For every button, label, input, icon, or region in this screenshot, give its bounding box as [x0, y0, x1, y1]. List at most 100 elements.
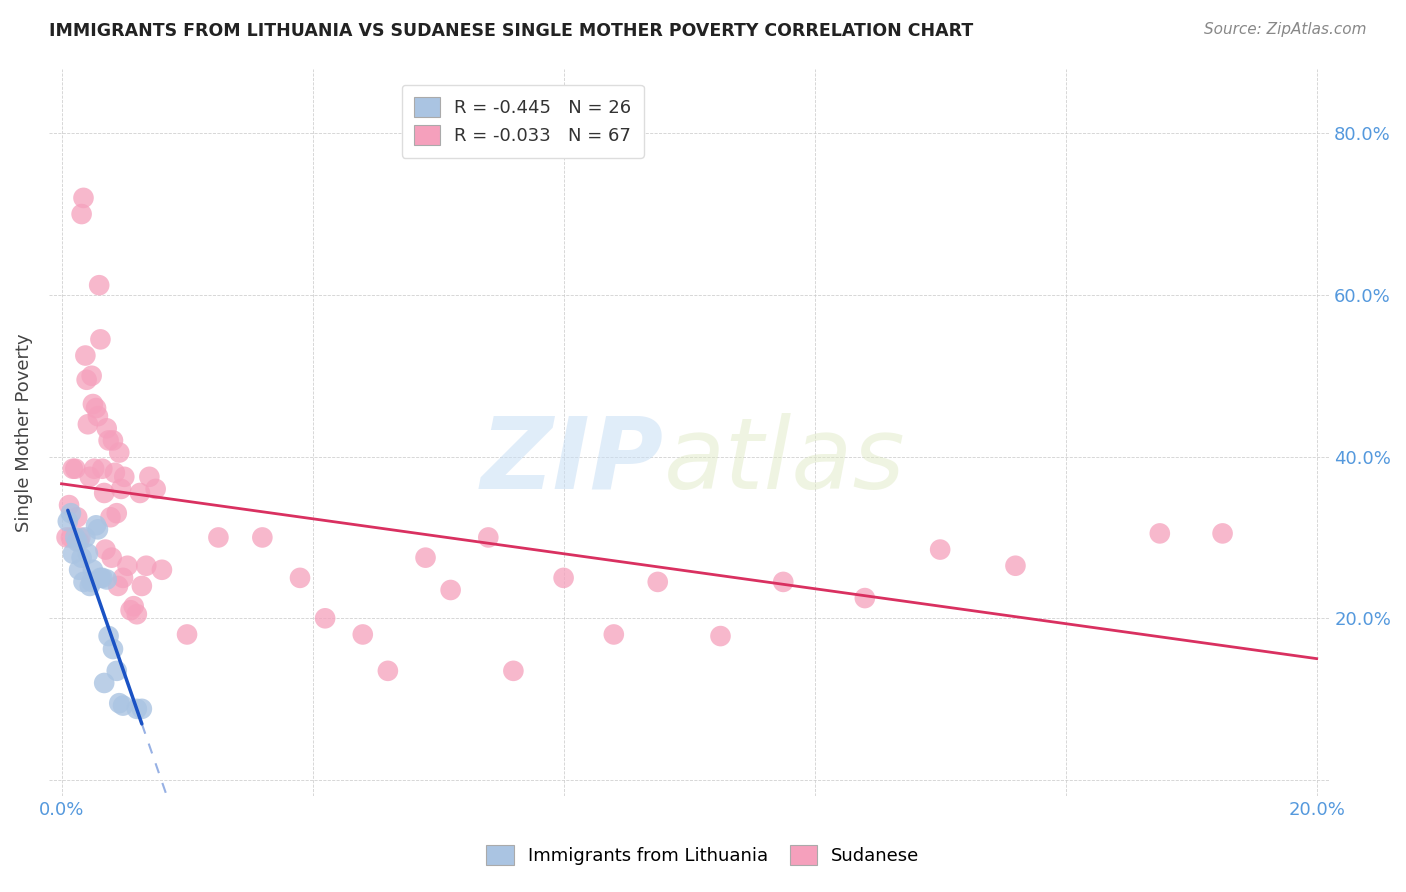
Point — [75, 531, 97, 545]
Text: atlas: atlas — [664, 413, 905, 510]
Point — [67, 534, 90, 549]
Point — [125, 702, 148, 716]
Point — [62, 547, 84, 561]
Point — [176, 627, 198, 641]
Legend: Immigrants from Lithuania, Sudanese: Immigrants from Lithuania, Sudanese — [479, 838, 927, 872]
Point — [72, 191, 94, 205]
Text: Source: ZipAtlas.com: Source: ZipAtlas.com — [1204, 22, 1367, 37]
Point — [772, 574, 794, 589]
Point — [107, 579, 129, 593]
Point — [112, 698, 135, 713]
Point — [135, 558, 157, 573]
Point — [70, 550, 93, 565]
Point — [929, 542, 952, 557]
Point — [112, 470, 135, 484]
Point — [853, 591, 876, 605]
Point — [97, 629, 120, 643]
Point — [104, 466, 127, 480]
Point — [112, 571, 135, 585]
Point — [82, 563, 104, 577]
Point — [100, 550, 122, 565]
Point — [70, 207, 93, 221]
Point — [58, 498, 80, 512]
Point — [79, 579, 101, 593]
Point — [56, 514, 79, 528]
Point — [66, 534, 89, 549]
Point — [101, 642, 124, 657]
Point — [96, 573, 118, 587]
Point — [415, 550, 437, 565]
Point — [125, 607, 148, 622]
Point — [79, 470, 101, 484]
Point — [101, 434, 124, 448]
Point — [62, 461, 84, 475]
Point — [129, 486, 152, 500]
Point — [1212, 526, 1234, 541]
Point — [72, 574, 94, 589]
Point — [1149, 526, 1171, 541]
Point — [122, 599, 145, 614]
Point — [120, 603, 142, 617]
Point — [65, 461, 87, 475]
Point — [1004, 558, 1026, 573]
Point — [145, 482, 167, 496]
Point — [553, 571, 575, 585]
Point — [59, 531, 82, 545]
Point — [93, 486, 115, 500]
Point — [80, 368, 103, 383]
Point — [93, 676, 115, 690]
Point — [87, 522, 110, 536]
Point — [59, 506, 82, 520]
Point — [69, 531, 91, 545]
Point — [76, 373, 98, 387]
Point — [100, 510, 122, 524]
Point — [91, 571, 114, 585]
Legend: R = -0.445   N = 26, R = -0.033   N = 67: R = -0.445 N = 26, R = -0.033 N = 67 — [402, 85, 644, 158]
Point — [138, 470, 160, 484]
Point — [288, 571, 311, 585]
Point — [117, 558, 139, 573]
Point — [603, 627, 626, 641]
Point — [440, 582, 463, 597]
Point — [89, 571, 111, 585]
Point — [207, 531, 229, 545]
Point — [80, 574, 103, 589]
Point — [94, 542, 117, 557]
Point — [150, 563, 173, 577]
Point — [131, 579, 153, 593]
Text: ZIP: ZIP — [481, 413, 664, 510]
Point — [709, 629, 731, 643]
Point — [96, 421, 118, 435]
Point — [77, 547, 100, 561]
Point — [89, 332, 111, 346]
Point — [477, 531, 499, 545]
Point — [647, 574, 669, 589]
Point — [110, 482, 132, 496]
Point — [65, 531, 87, 545]
Point — [55, 531, 77, 545]
Point — [502, 664, 524, 678]
Y-axis label: Single Mother Poverty: Single Mother Poverty — [15, 333, 32, 532]
Point — [352, 627, 374, 641]
Point — [67, 563, 90, 577]
Point — [105, 506, 128, 520]
Point — [84, 518, 107, 533]
Point — [77, 417, 100, 432]
Point — [84, 401, 107, 415]
Point — [252, 531, 274, 545]
Point — [108, 696, 131, 710]
Point — [83, 461, 105, 475]
Point — [377, 664, 399, 678]
Point — [89, 278, 111, 293]
Point — [91, 461, 114, 475]
Point — [87, 409, 110, 424]
Point — [82, 397, 104, 411]
Point — [97, 434, 120, 448]
Point — [108, 445, 131, 459]
Point — [105, 664, 128, 678]
Point — [314, 611, 336, 625]
Point — [66, 510, 89, 524]
Text: IMMIGRANTS FROM LITHUANIA VS SUDANESE SINGLE MOTHER POVERTY CORRELATION CHART: IMMIGRANTS FROM LITHUANIA VS SUDANESE SI… — [49, 22, 973, 40]
Point — [75, 349, 97, 363]
Point — [131, 702, 153, 716]
